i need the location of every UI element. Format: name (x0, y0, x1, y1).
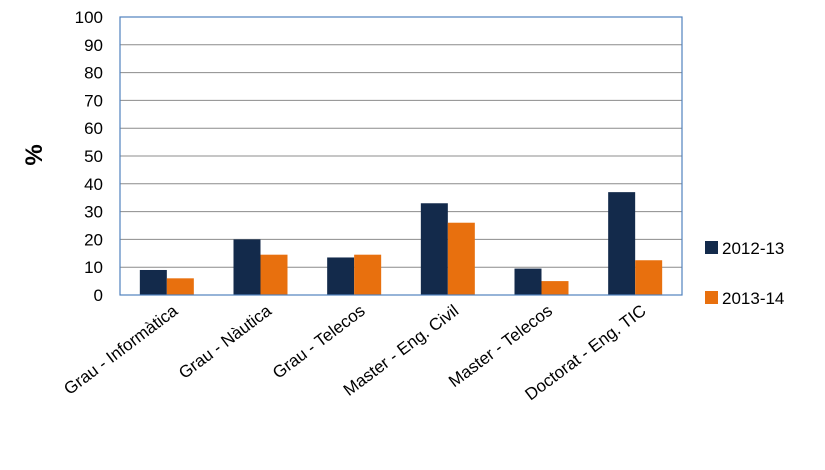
y-tick-label: 0 (94, 286, 103, 305)
y-tick-label: 70 (84, 91, 103, 110)
legend: 2012-13 2013-14 (705, 239, 784, 308)
legend-label: 2013-14 (722, 289, 784, 308)
y-tick-label: 20 (84, 230, 103, 249)
bar-2013-14-4 (541, 281, 569, 295)
y-tick-label: 60 (84, 119, 103, 138)
bars (139, 192, 663, 295)
legend-swatch-2013-14 (705, 291, 718, 304)
bar-2012-13-0 (139, 269, 167, 295)
gridlines (120, 44, 682, 268)
plot-border (119, 16, 683, 296)
legend-swatch-2012-13 (705, 241, 718, 254)
y-tick-label: 100 (75, 8, 103, 27)
bar-2013-14-1 (260, 254, 288, 295)
y-tick-label: 80 (84, 64, 103, 83)
bar-2013-14-3 (447, 222, 475, 295)
bar-2012-13-3 (420, 203, 448, 295)
y-tick-label: 10 (84, 258, 103, 277)
y-tick-label: 40 (84, 175, 103, 194)
x-category-label: Grau - Informàtica (60, 301, 181, 399)
bar-2013-14-5 (635, 260, 663, 295)
bar-2012-13-4 (514, 268, 542, 295)
x-category-label: Grau - Nàutica (175, 301, 275, 383)
y-tick-label: 30 (84, 203, 103, 222)
x-category-label: Grau - Telecos (269, 301, 368, 383)
y-tick-label: 50 (84, 147, 103, 166)
bar-2013-14-0 (166, 278, 194, 295)
bar-2012-13-5 (608, 192, 636, 295)
y-axis-label: % (21, 144, 48, 165)
y-axis-ticks: 0 10 20 30 40 50 60 70 80 90 100 (75, 8, 103, 305)
bar-2012-13-2 (327, 257, 355, 295)
y-tick-label: 90 (84, 36, 103, 55)
bar-2012-13-1 (233, 239, 261, 295)
legend-label: 2012-13 (722, 239, 784, 258)
bar-2013-14-2 (354, 254, 382, 295)
